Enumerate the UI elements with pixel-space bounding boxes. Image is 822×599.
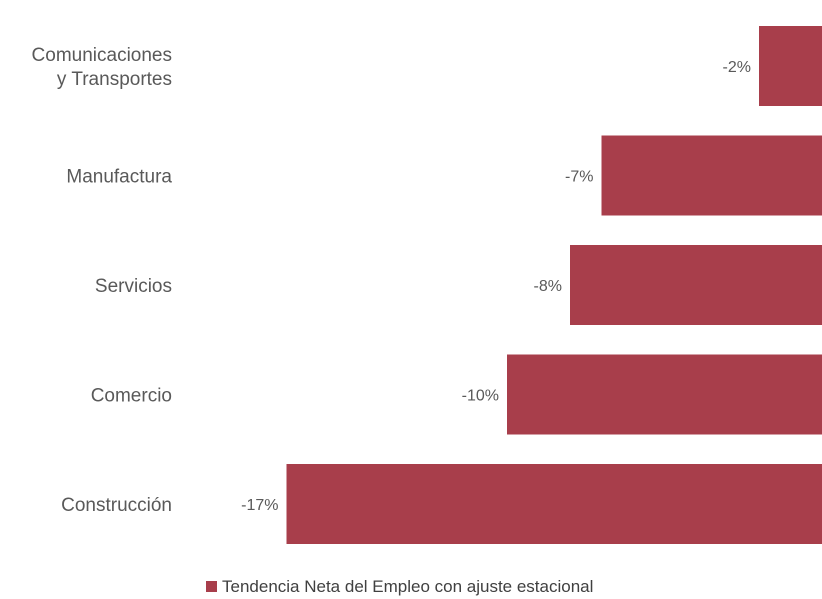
category-label: Servicios xyxy=(95,276,172,297)
bar xyxy=(507,354,822,435)
data-label: -17% xyxy=(241,497,278,514)
data-label: -8% xyxy=(534,278,562,295)
legend-label: Tendencia Neta del Empleo con ajuste est… xyxy=(222,577,593,596)
legend-swatch xyxy=(206,581,217,592)
data-label: -2% xyxy=(723,59,751,76)
data-label: -10% xyxy=(462,388,499,405)
bar xyxy=(759,26,822,106)
data-label-group: -2% -7% -8% -10% -17% xyxy=(241,59,751,514)
legend: Tendencia Neta del Empleo con ajuste est… xyxy=(206,577,593,596)
data-label: -7% xyxy=(565,169,593,186)
category-label-group: Comunicaciones y Transportes Manufactura Se… xyxy=(32,45,173,516)
category-label: Comunicaciones y Transportes xyxy=(32,45,172,90)
bar xyxy=(570,245,822,325)
category-label: Manufactura xyxy=(66,167,172,188)
category-label: Construcción xyxy=(61,495,172,516)
bar-group xyxy=(286,26,822,544)
bar xyxy=(601,135,822,216)
category-label: Comercio xyxy=(91,386,172,407)
bar xyxy=(286,464,822,544)
